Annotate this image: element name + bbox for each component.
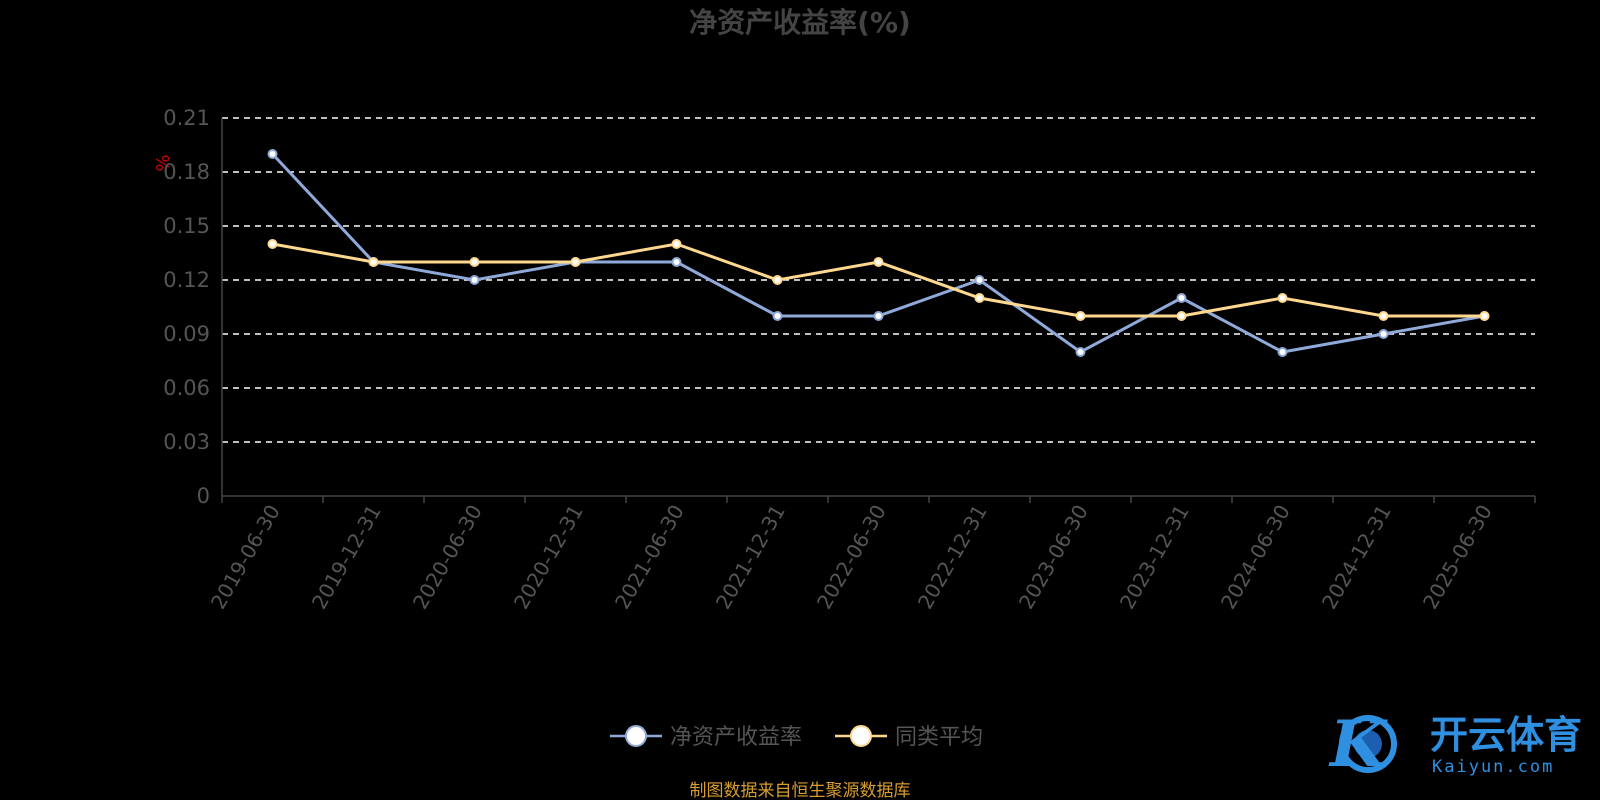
data-point [873,257,884,267]
data-point [267,239,278,249]
x-tick-label: 2022-12-31 [913,501,992,614]
data-point [1075,347,1086,357]
series-lines [267,149,1490,357]
grid-lines [222,117,1535,443]
data-point [1378,329,1389,339]
legend-swatch-marker [625,725,647,747]
data-point [772,275,783,285]
logo-ball-core [1354,730,1382,758]
data-point [873,311,884,321]
legend[interactable]: 净资产收益率 同类平均 [610,725,983,750]
data-point [671,239,682,249]
y-tick-label: 0.15 [163,214,210,238]
data-point [1479,311,1490,321]
x-tick-label: 2020-06-30 [408,501,487,614]
data-source-footer: 制图数据来自恒生聚源数据库 [690,781,911,800]
data-point [1176,311,1187,321]
data-point [267,149,278,159]
logo-k-mark: K [1328,707,1388,782]
data-point [1277,347,1288,357]
data-point [368,257,379,267]
data-point [1075,311,1086,321]
chart-title: 净资产收益率(%) [689,6,911,39]
data-point [974,275,985,285]
data-point [469,275,480,285]
x-tick-label: 2023-06-30 [1014,501,1093,614]
data-point [974,293,985,303]
x-tick-label: 2020-12-31 [509,501,588,614]
y-tick-label: 0.21 [163,106,210,130]
x-tick-label: 2023-12-31 [1115,501,1194,614]
x-tick-label: 2022-06-30 [812,501,891,614]
data-point [1277,293,1288,303]
data-point [1176,293,1187,303]
x-tick-label: 2021-06-30 [610,501,689,614]
data-point [570,257,581,267]
y-tick-label: 0.03 [163,430,210,454]
x-tick-label: 2024-06-30 [1216,501,1295,614]
data-point [1378,311,1389,321]
soccer-ball-icon [1339,715,1397,773]
data-point [772,311,783,321]
x-tick-label: 2019-06-30 [206,501,285,614]
legend-swatch-marker [850,725,872,747]
y-tick-label: 0.18 [163,160,210,184]
legend-label: 净资产收益率 [670,725,802,750]
x-tick-label: 2019-12-31 [307,501,386,614]
y-axis-unit: % [153,154,174,171]
logo-sub: Kaiyun.com [1432,757,1554,777]
y-tick-label: 0.09 [163,322,210,346]
kaiyun-logo: K 开云体育 Kaiyun.com [1328,707,1582,782]
data-point [469,257,480,267]
logo-name: 开云体育 [1430,713,1582,757]
y-tick-label: 0 [197,484,210,508]
x-tick-label: 2024-12-31 [1317,501,1396,614]
legend-label: 同类平均 [895,725,983,750]
data-point [671,257,682,267]
x-tick-label: 2021-12-31 [711,501,790,614]
y-tick-label: 0.06 [163,376,210,400]
series-line [271,152,1485,354]
x-tick-label: 2025-06-30 [1418,501,1497,614]
axes: 0 0.03 0.06 0.09 0.12 0.15 0.18 0.21 2019-06-30 2… [163,106,1536,614]
y-tick-label: 0.12 [163,268,210,292]
